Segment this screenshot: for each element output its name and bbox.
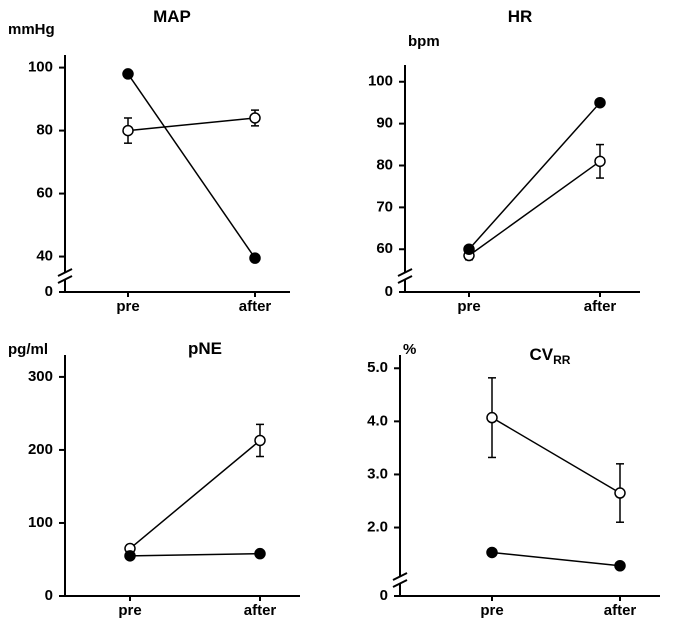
y-tick-label: 5.0 xyxy=(367,359,388,376)
y-tick-label: 100 xyxy=(28,514,53,531)
marker xyxy=(249,252,261,264)
x-tick-label: after xyxy=(604,602,637,619)
y-tick-label: 4.0 xyxy=(367,412,388,429)
marker xyxy=(614,487,626,499)
axis-break xyxy=(57,268,73,277)
marker xyxy=(614,560,626,572)
x-tick-label: after xyxy=(239,298,272,315)
y-tick-label: 40 xyxy=(36,248,53,265)
y-tick-label: 60 xyxy=(376,240,393,257)
axis-break xyxy=(397,275,413,284)
marker xyxy=(486,411,498,424)
axis-break xyxy=(397,268,413,277)
axis-break xyxy=(392,572,408,581)
y-tick-label: 60 xyxy=(36,185,53,202)
axis-break xyxy=(392,579,408,588)
y-tick-label: 2.0 xyxy=(367,518,388,535)
chart-title: CVRR xyxy=(530,345,571,367)
x-tick-label: pre xyxy=(480,602,503,619)
y-axis-label: bpm xyxy=(408,33,440,50)
y-tick-label: 3.0 xyxy=(367,465,388,482)
x-tick-label: pre xyxy=(118,602,141,619)
chart-title: pNE xyxy=(188,339,222,358)
marker xyxy=(122,68,134,80)
marker xyxy=(254,434,266,447)
y-tick-label: 80 xyxy=(376,156,393,173)
title-text: CV xyxy=(530,345,554,364)
x-tick-label: pre xyxy=(116,298,139,315)
series-line xyxy=(468,160,601,257)
marker xyxy=(594,155,606,168)
y-tick-label: 100 xyxy=(28,59,53,76)
marker xyxy=(254,547,266,560)
y-tick-label: 80 xyxy=(36,122,53,139)
series-line xyxy=(491,551,621,567)
x-tick-label: after xyxy=(244,602,277,619)
y-axis-label: pg/ml xyxy=(8,341,48,358)
x-tick-label: pre xyxy=(457,298,480,315)
marker xyxy=(249,112,261,124)
series-line xyxy=(491,416,621,494)
y-axis-label: % xyxy=(403,341,416,358)
series-line xyxy=(127,117,256,132)
axis-break xyxy=(57,275,73,284)
series-line xyxy=(129,552,261,557)
y-tick-label: 0 xyxy=(380,587,388,604)
title-text: HR xyxy=(508,7,533,26)
y-tick-label: 70 xyxy=(376,198,393,215)
marker xyxy=(122,124,134,137)
chart-title: HR xyxy=(508,7,533,26)
y-tick-label: 0 xyxy=(45,283,53,300)
marker xyxy=(463,243,475,255)
title-text: MAP xyxy=(153,7,191,26)
marker xyxy=(486,546,498,559)
y-tick-label: 0 xyxy=(45,587,53,604)
series-line xyxy=(468,102,601,250)
x-tick-label: after xyxy=(584,298,617,315)
y-tick-label: 0 xyxy=(385,283,393,300)
y-tick-label: 200 xyxy=(28,441,53,458)
series-line xyxy=(129,439,261,550)
y-tick-label: 300 xyxy=(28,368,53,385)
chart-title: MAP xyxy=(153,7,191,26)
title-text: pNE xyxy=(188,339,222,358)
y-axis-label: mmHg xyxy=(8,21,55,38)
y-tick-label: 90 xyxy=(376,115,393,132)
series-line xyxy=(127,73,256,259)
y-tick-label: 100 xyxy=(368,73,393,90)
marker xyxy=(124,550,136,562)
marker xyxy=(594,96,606,109)
title-subscript: RR xyxy=(553,353,571,367)
